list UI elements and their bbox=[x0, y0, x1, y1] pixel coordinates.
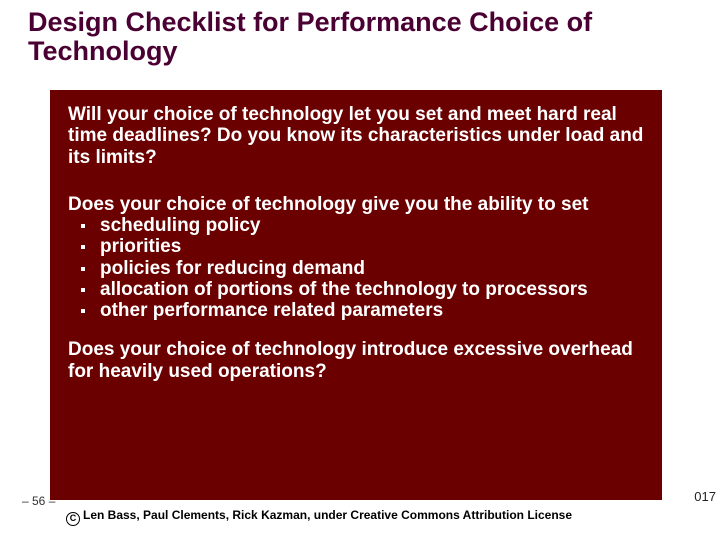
page-number: – 56 – bbox=[22, 494, 55, 508]
list-item: policies for reducing demand bbox=[68, 258, 648, 279]
year-fragment: 017 bbox=[694, 489, 716, 504]
slide: Design Checklist for Performance Choice … bbox=[0, 0, 720, 540]
slide-title: Design Checklist for Performance Choice … bbox=[28, 8, 680, 66]
list-item: allocation of portions of the technology… bbox=[68, 279, 648, 300]
license-text: Len Bass, Paul Clements, Rick Kazman, un… bbox=[83, 508, 572, 522]
paragraph-3: Does your choice of technology introduce… bbox=[68, 339, 648, 382]
paragraph-2-lead: Does your choice of technology give you … bbox=[68, 194, 648, 215]
list-item: scheduling policy bbox=[68, 215, 648, 236]
list-item: priorities bbox=[68, 236, 648, 257]
paragraph-2-block: Does your choice of technology give you … bbox=[68, 194, 648, 322]
paragraph-1: Will your choice of technology let you s… bbox=[68, 104, 648, 168]
copyright-icon: C bbox=[66, 512, 80, 526]
content-box: Will your choice of technology let you s… bbox=[50, 90, 662, 500]
list-item: other performance related parameters bbox=[68, 300, 648, 321]
bullet-list: scheduling policy priorities policies fo… bbox=[68, 215, 648, 321]
license-line: CLen Bass, Paul Clements, Rick Kazman, u… bbox=[66, 508, 572, 526]
